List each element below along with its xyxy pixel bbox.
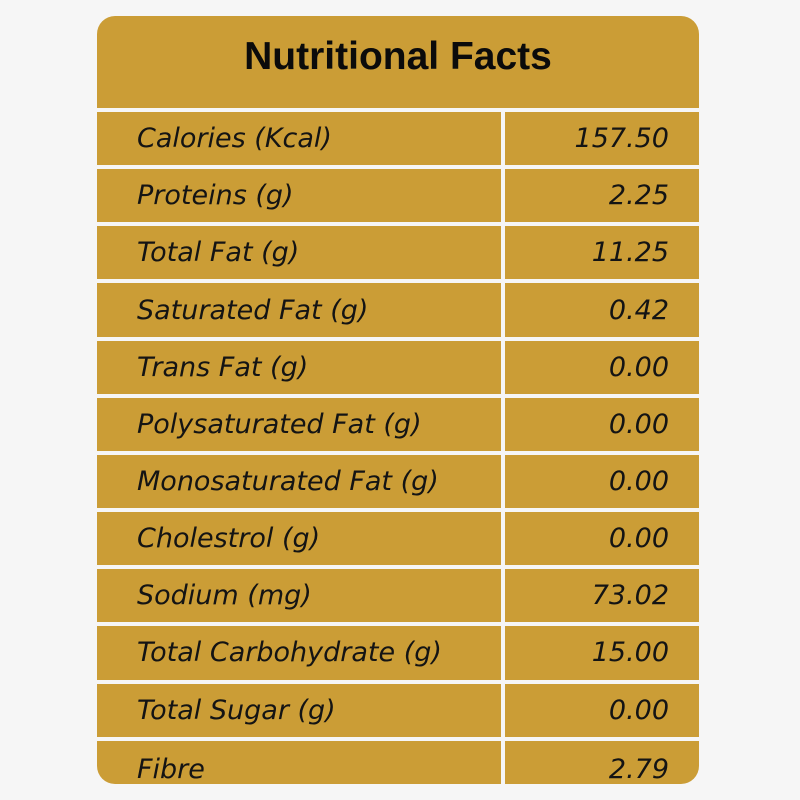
table-title: Nutritional Facts	[244, 35, 552, 78]
nutrient-label: Polysaturated Fat (g)	[97, 397, 505, 451]
nutrient-value: 11.25	[591, 237, 669, 269]
table-row: Proteins (g) 2.25	[97, 169, 699, 227]
nutrition-facts-card: Nutritional Facts Calories (Kcal) 157.50…	[97, 16, 699, 784]
nutrient-label: Proteins (g)	[97, 169, 505, 223]
nutrient-label: Saturated Fat (g)	[97, 283, 505, 337]
nutrient-label: Trans Fat (g)	[97, 340, 505, 394]
nutrient-label: Fibre	[97, 740, 505, 784]
table-row: Total Carbohydrate (g) 15.00	[97, 626, 699, 684]
nutrient-label: Sodium (mg)	[97, 569, 505, 623]
nutrient-value: 0.42	[608, 294, 669, 326]
table-row: Total Fat (g) 11.25	[97, 226, 699, 284]
nutrition-table: Calories (Kcal) 157.50 Proteins (g) 2.25…	[97, 112, 699, 784]
table-row: Sodium (mg) 73.02	[97, 569, 699, 627]
table-row: Calories (Kcal) 157.50	[97, 112, 699, 170]
nutrient-value: 2.25	[608, 180, 669, 212]
nutrient-value: 0.00	[608, 408, 669, 440]
nutrient-label: Total Fat (g)	[97, 226, 505, 280]
title-divider	[97, 108, 699, 112]
nutrient-value: 0.00	[608, 351, 669, 383]
nutrient-value: 0.00	[608, 694, 669, 726]
table-row: Cholestrol (g) 0.00	[97, 512, 699, 570]
nutrient-value: 0.00	[608, 466, 669, 498]
table-row: Saturated Fat (g) 0.42	[97, 283, 699, 341]
table-row: Polysaturated Fat (g) 0.00	[97, 397, 699, 455]
nutrient-value: 157.50	[574, 123, 669, 155]
nutrient-value: 15.00	[591, 637, 669, 669]
nutrient-label: Calories (Kcal)	[97, 112, 505, 166]
table-row: Trans Fat (g) 0.00	[97, 340, 699, 398]
nutrient-value: 0.00	[608, 523, 669, 555]
table-row: Total Sugar (g) 0.00	[97, 683, 699, 741]
nutrient-label: Monosaturated Fat (g)	[97, 454, 505, 509]
nutrient-label: Total Sugar (g)	[97, 683, 505, 737]
table-row: Monosaturated Fat (g) 0.00	[97, 454, 699, 513]
nutrient-value: 73.02	[591, 580, 669, 612]
table-row: Fibre 2.79	[97, 740, 699, 784]
nutrient-label: Cholestrol (g)	[97, 512, 505, 566]
nutrient-label: Total Carbohydrate (g)	[97, 626, 505, 680]
nutrient-value: 2.79	[608, 753, 669, 784]
